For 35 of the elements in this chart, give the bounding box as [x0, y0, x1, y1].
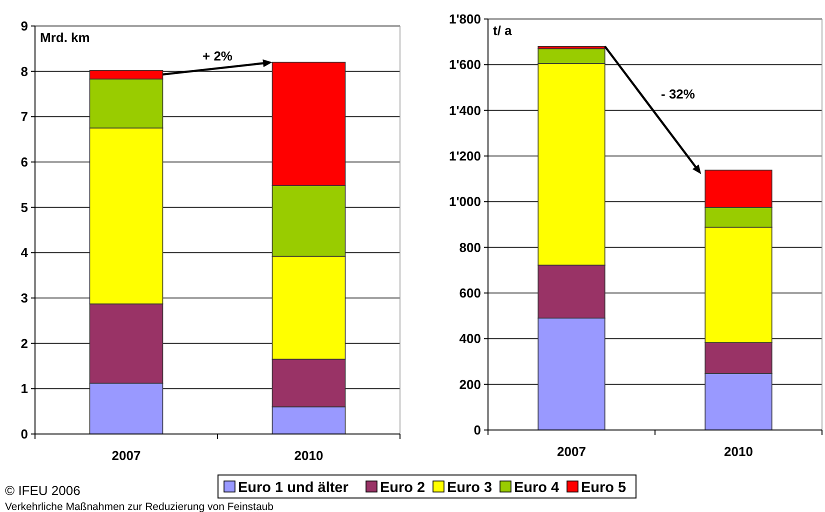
- y-tick-label: 0: [474, 422, 481, 438]
- y-tick-label: 2: [20, 336, 28, 351]
- x-tick-label: 2007: [112, 448, 141, 463]
- y-tick-label: 7: [20, 109, 28, 124]
- y-axis-title: Mrd. km: [40, 30, 90, 45]
- y-tick-label: 400: [459, 331, 481, 346]
- y-tick-label: 9: [20, 18, 28, 34]
- text: © IFEU 2006: [5, 483, 80, 498]
- x-tick-label: 2007: [557, 444, 586, 459]
- y-tick-label: 0: [20, 426, 28, 442]
- annotation: - 32%: [661, 86, 696, 102]
- y-tick-label: 1'000: [448, 194, 481, 210]
- y-axis-title: t/ a: [493, 23, 513, 38]
- legend-label: Euro 4: [514, 480, 560, 496]
- y-tick-label: 200: [459, 376, 481, 392]
- y-tick-label: 6: [20, 154, 28, 170]
- legend-label: Euro 1 und älter: [238, 480, 349, 496]
- y-tick-label: 1'600: [448, 57, 481, 72]
- text: Verkehrliche Maßnahmen zur Reduzierung von Feinstaub: [5, 501, 274, 512]
- y-tick-label: 1'800: [448, 12, 481, 27]
- legend-label: Euro 3: [447, 480, 492, 496]
- y-tick-label: 600: [459, 286, 481, 301]
- x-tick-label: 2010: [294, 448, 324, 463]
- y-tick-label: 800: [459, 240, 481, 255]
- legend-label: Euro 5: [581, 480, 626, 496]
- y-tick-label: 3: [20, 290, 28, 306]
- annotation: + 2%: [202, 48, 233, 64]
- y-tick-label: 4: [20, 245, 29, 260]
- y-tick-label: 1'400: [448, 102, 481, 118]
- y-tick-label: 8: [20, 64, 28, 79]
- legend-label: Euro 2: [380, 480, 426, 496]
- y-tick-label: 5: [20, 200, 28, 215]
- y-tick-label: 1'200: [448, 148, 481, 164]
- x-tick-label: 2010: [724, 444, 753, 459]
- y-tick-label: 1: [20, 381, 28, 396]
